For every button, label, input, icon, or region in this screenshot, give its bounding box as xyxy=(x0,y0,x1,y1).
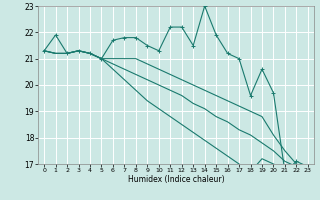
X-axis label: Humidex (Indice chaleur): Humidex (Indice chaleur) xyxy=(128,175,224,184)
